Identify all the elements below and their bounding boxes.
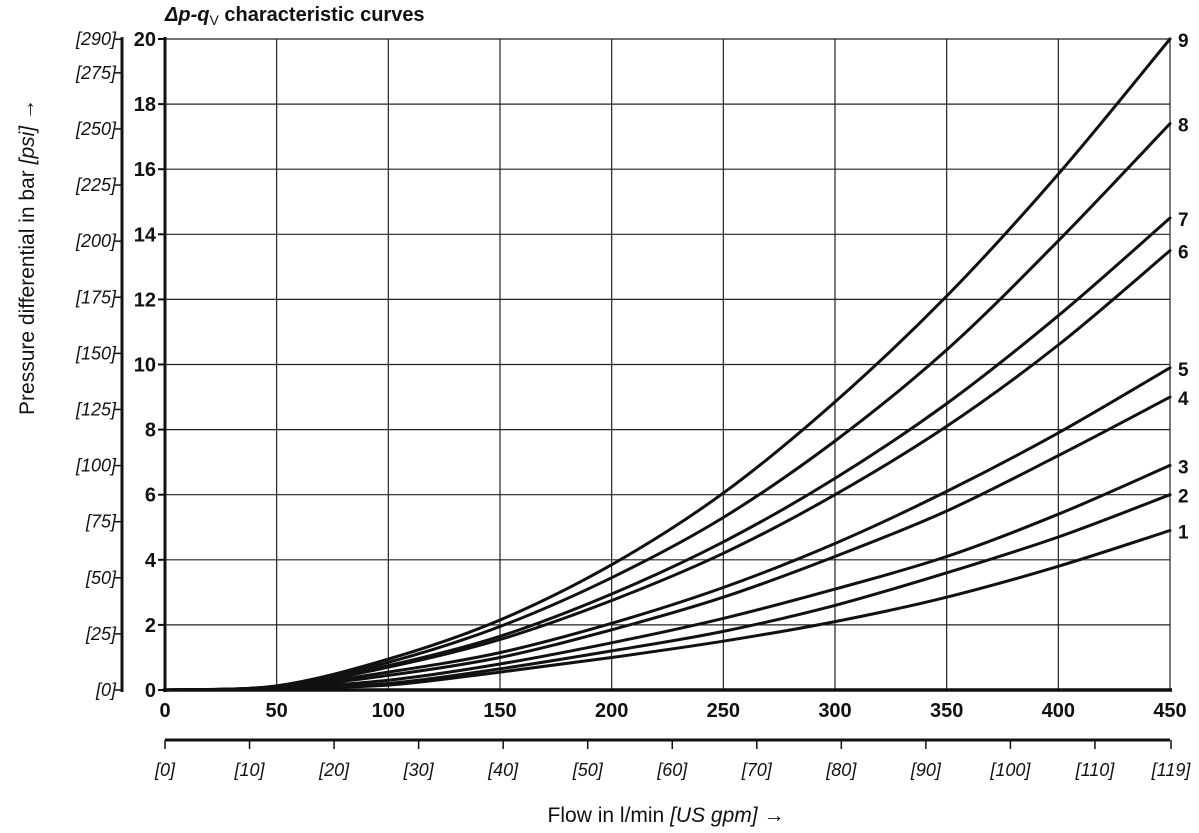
series-lines <box>163 37 1172 692</box>
y-axis-label-unit: [psi] <box>16 125 39 166</box>
gpm-tick-label: [20] <box>318 760 350 780</box>
x-tick-label: 150 <box>483 700 516 722</box>
grid <box>164 38 1171 691</box>
x-tick-label: 300 <box>818 700 851 722</box>
series-label-2: 2 <box>1178 487 1189 508</box>
series-label-8: 8 <box>1178 116 1189 137</box>
x-axis-label-unit: [US gpm] <box>669 804 759 827</box>
gpm-tick-label: [80] <box>825 760 857 780</box>
psi-tick-label: [175] <box>75 287 117 307</box>
x-tick-label: 400 <box>1042 700 1075 722</box>
y-tick-label: 0 <box>145 680 156 702</box>
x-tick-label: 100 <box>372 700 405 722</box>
y-tick-label: 10 <box>134 355 156 377</box>
psi-tick-label: [200] <box>75 231 117 251</box>
x-tick-label: 350 <box>930 700 963 722</box>
x-tick-label: 200 <box>595 700 628 722</box>
psi-tick-label: [75] <box>85 512 117 532</box>
x-tick-label: 0 <box>159 700 170 722</box>
series-label-7: 7 <box>1178 210 1189 231</box>
series-line-8 <box>163 122 1172 692</box>
psi-tick-label: [50] <box>85 568 117 588</box>
y-tick-label: 12 <box>134 289 156 311</box>
x-tick-label: 50 <box>266 700 288 722</box>
x-tick-label: 450 <box>1153 700 1186 722</box>
series-label-9: 9 <box>1178 31 1189 52</box>
chart-title-prefix: Δp-q <box>164 4 210 26</box>
tick-labels: 0 50 100 150 200 250 300 350 400 4500246810121416… <box>75 29 1191 780</box>
y-tick-label: 14 <box>134 224 157 246</box>
y-tick-label: 20 <box>134 29 156 51</box>
x-axis-label-text: Flow in l/min <box>548 804 671 827</box>
gpm-tick-label: [40] <box>487 760 519 780</box>
gpm-tick-label: [30] <box>403 760 435 780</box>
y-axis-label-text: Pressure differential in bar <box>16 164 39 415</box>
chart-title-suffix: characteristic curves <box>219 4 425 26</box>
gpm-tick-label: [0] <box>154 760 176 780</box>
x-axis-label: Flow in l/min [US gpm] → <box>548 804 785 827</box>
psi-tick-label: [250] <box>75 119 117 139</box>
psi-tick-label: [0] <box>95 680 117 700</box>
psi-tick-label: [225] <box>75 175 117 195</box>
series-line-9 <box>163 37 1172 692</box>
series-labels: 1 2 3 4 5 6 7 8 9 <box>1178 31 1189 544</box>
axes <box>115 37 1172 749</box>
y-tick-label: 6 <box>145 485 156 507</box>
series-line-7 <box>163 216 1172 692</box>
psi-tick-label: [150] <box>75 343 117 363</box>
psi-tick-label: [290] <box>75 29 117 49</box>
y-tick-label: 8 <box>145 420 156 442</box>
chart-title: Δp-qV characteristic curves <box>164 4 425 28</box>
series-line-5 <box>163 366 1172 692</box>
gpm-tick-label: [60] <box>656 760 688 780</box>
gpm-tick-label: [10] <box>234 760 266 780</box>
series-line-4 <box>163 395 1172 692</box>
series-line-1 <box>163 529 1172 692</box>
gpm-tick-label: [70] <box>741 760 773 780</box>
gpm-tick-label: [119] <box>1151 760 1192 780</box>
series-line-6 <box>163 249 1172 692</box>
series-line-3 <box>163 463 1172 692</box>
series-label-4: 4 <box>1178 389 1189 410</box>
psi-tick-label: [100] <box>75 456 117 476</box>
gpm-tick-label: [110] <box>1075 760 1116 780</box>
series-label-6: 6 <box>1178 243 1189 264</box>
y-tick-label: 18 <box>134 94 156 116</box>
x-axis-label-arrow: → <box>758 804 785 827</box>
series-label-5: 5 <box>1178 360 1189 381</box>
series-line-2 <box>163 493 1172 692</box>
y-tick-label: 2 <box>145 615 156 637</box>
y-axis-label: Pressure differential in bar [psi] → <box>16 99 39 415</box>
y-tick-label: 16 <box>134 159 156 181</box>
psi-tick-label: [275] <box>75 63 117 83</box>
gpm-tick-label: [50] <box>572 760 604 780</box>
psi-tick-label: [125] <box>75 399 117 419</box>
gpm-tick-label: [100] <box>989 760 1031 780</box>
chart-title-subscript: V <box>210 12 220 28</box>
y-axis-label-arrow: → <box>16 99 39 126</box>
y-tick-label: 4 <box>145 550 157 572</box>
series-label-1: 1 <box>1178 523 1189 544</box>
series-label-3: 3 <box>1178 457 1189 478</box>
x-tick-label: 250 <box>707 700 740 722</box>
psi-tick-label: [25] <box>85 624 117 644</box>
gpm-tick-label: [90] <box>910 760 942 780</box>
